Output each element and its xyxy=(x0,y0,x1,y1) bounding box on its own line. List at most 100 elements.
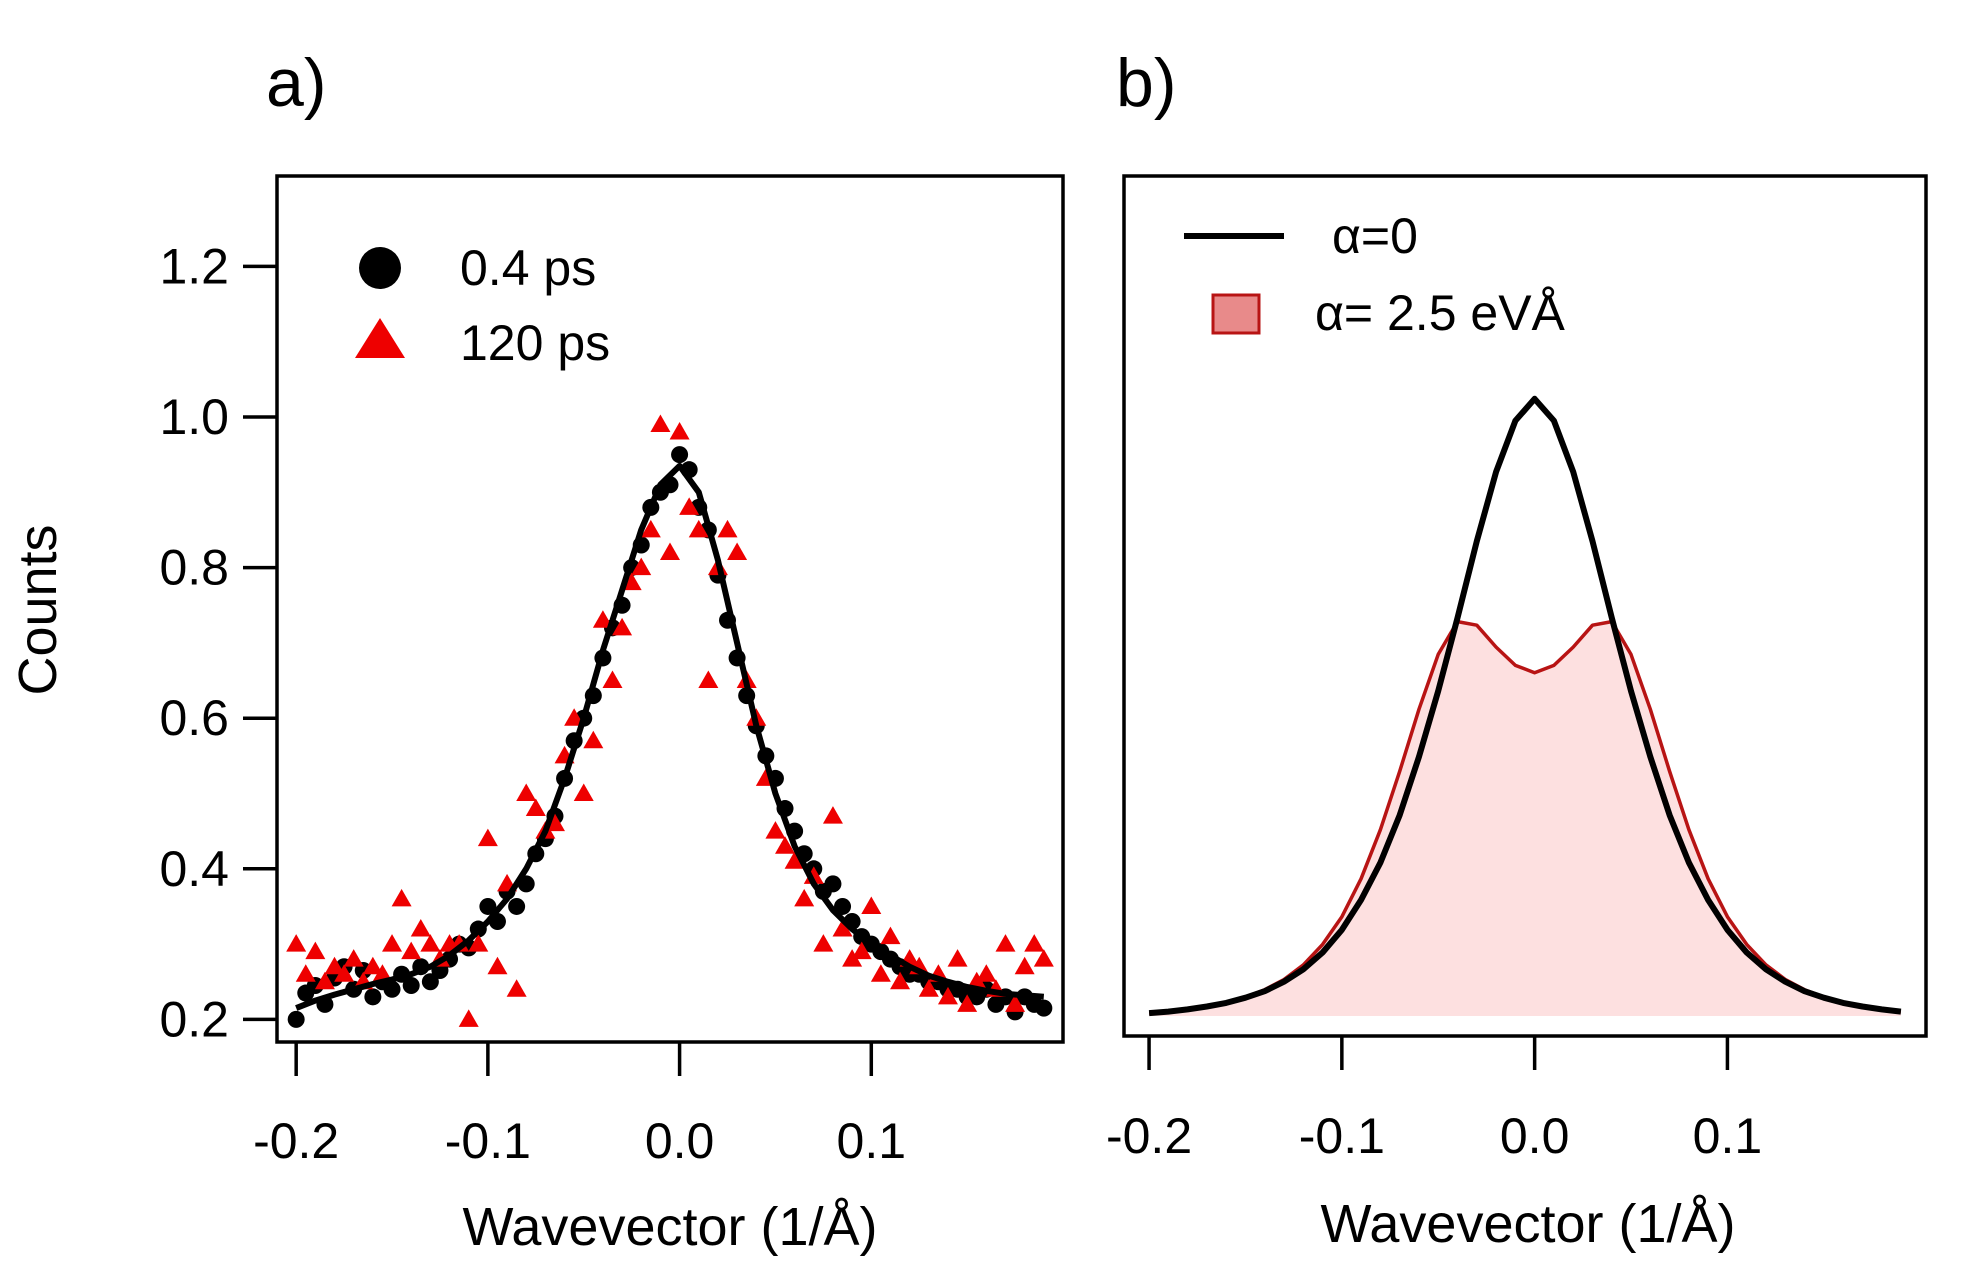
legend-label-120ps: 120 ps xyxy=(460,315,610,371)
data-point-120ps xyxy=(487,956,508,975)
x-tick-label: -0.2 xyxy=(253,1113,339,1169)
panel-b-frame xyxy=(1122,174,1928,1038)
y-tick-label: 0.4 xyxy=(159,841,229,897)
data-point-120ps xyxy=(602,670,623,689)
data-point-0-4ps xyxy=(671,446,689,464)
data-point-120ps xyxy=(842,949,863,967)
panel-b-xlabel: Wavevector (1/Å) xyxy=(1320,1194,1735,1254)
data-point-0-4ps xyxy=(824,875,842,893)
data-point-0-4ps xyxy=(421,973,439,991)
data-point-0-4ps xyxy=(479,897,497,915)
data-point-120ps xyxy=(995,934,1016,952)
data-point-120ps xyxy=(420,934,441,952)
data-point-120ps xyxy=(1024,934,1045,952)
data-point-120ps xyxy=(698,670,719,689)
legend-triangle-marker xyxy=(355,318,405,358)
data-point-120ps xyxy=(832,919,853,937)
data-point-120ps xyxy=(870,964,891,982)
panel-b: b) -0.2 -0.1 0.0 0.1 Wavevector (1/Å) α=0 α… xyxy=(1106,45,1928,1254)
data-point-120ps xyxy=(688,519,709,538)
data-point-120ps xyxy=(458,1009,479,1027)
panel-a-frame xyxy=(275,174,1065,1044)
data-point-120ps xyxy=(937,986,958,1005)
panel-b-legend: α=0 α= 2.5 eVÅ xyxy=(1184,208,1566,341)
x-tick-label: 0.0 xyxy=(1500,1108,1570,1164)
area-alpha25 xyxy=(1149,621,1901,1016)
line-alpha0 xyxy=(1148,395,1902,1017)
y-tick-label: 0.6 xyxy=(159,690,229,746)
data-point-120ps xyxy=(794,888,815,907)
data-point-120ps xyxy=(362,956,383,975)
panel-a-ylabel: Counts xyxy=(8,524,68,695)
data-point-120ps xyxy=(947,949,968,967)
legend-label-0-4ps: 0.4 ps xyxy=(460,240,596,296)
x-tick-label: 0.1 xyxy=(837,1113,907,1169)
x-tick-label: -0.2 xyxy=(1106,1108,1192,1164)
data-point-120ps xyxy=(679,497,700,515)
panel-a: a) 0.2 0.4 0.6 0.8 1.0 1.2 -0.2 -0.1 0.0 0.1 Coun… xyxy=(8,45,1065,1257)
data-point-120ps xyxy=(775,836,796,854)
data-point-120ps xyxy=(573,783,594,801)
data-point-120ps xyxy=(813,934,834,952)
panel-b-axes: -0.2 -0.1 0.0 0.1 xyxy=(1106,1036,1762,1164)
data-point-120ps xyxy=(410,919,431,937)
data-point-120ps xyxy=(1033,949,1054,967)
data-point-120ps xyxy=(516,783,537,801)
data-point-120ps xyxy=(621,572,642,591)
panel-a-axes: 0.2 0.4 0.6 0.8 1.0 1.2 -0.2 -0.1 0.0 0.1 xyxy=(159,238,906,1169)
legend-label-alpha0: α=0 xyxy=(1332,208,1418,264)
data-point-120ps xyxy=(784,851,805,869)
data-point-120ps xyxy=(669,422,690,440)
data-point-0-4ps xyxy=(1035,999,1053,1017)
data-point-0-4ps xyxy=(287,1010,305,1028)
data-point-120ps xyxy=(391,888,412,907)
data-point-120ps xyxy=(822,806,843,824)
data-point-120ps xyxy=(401,941,422,960)
panel-b-label: b) xyxy=(1116,45,1176,121)
data-point-120ps xyxy=(334,964,355,982)
x-tick-label: 0.0 xyxy=(645,1113,715,1169)
data-point-120ps xyxy=(314,971,335,990)
data-point-120ps xyxy=(468,934,489,952)
y-tick-label: 1.2 xyxy=(159,238,229,294)
data-point-120ps xyxy=(612,617,633,636)
data-point-120ps xyxy=(631,557,652,576)
data-point-120ps xyxy=(525,798,546,817)
y-tick-label: 1.0 xyxy=(159,389,229,445)
data-point-0-4ps xyxy=(834,897,852,915)
data-point-120ps xyxy=(660,542,680,561)
data-point-120ps xyxy=(506,979,527,997)
data-point-120ps xyxy=(295,964,316,982)
panel-a-legend: 0.4 ps 120 ps xyxy=(355,240,610,371)
data-point-120ps xyxy=(583,730,604,749)
data-point-120ps xyxy=(592,610,613,628)
y-tick-label: 0.2 xyxy=(159,991,229,1047)
data-point-120ps xyxy=(1014,956,1035,975)
data-point-120ps xyxy=(305,941,326,960)
data-point-120ps xyxy=(918,979,939,997)
data-point-120ps xyxy=(880,926,901,945)
data-point-120ps xyxy=(717,519,738,538)
data-point-0-4ps xyxy=(364,988,382,1006)
legend-label-alpha25: α= 2.5 eVÅ xyxy=(1315,285,1566,341)
data-point-120ps xyxy=(382,934,403,952)
panel-a-label: a) xyxy=(266,45,326,121)
data-point-120ps xyxy=(372,964,393,982)
data-point-120ps xyxy=(727,542,748,561)
data-point-120ps xyxy=(851,941,872,960)
data-point-120ps xyxy=(286,934,307,952)
data-point-120ps xyxy=(890,971,911,990)
data-point-0-4ps xyxy=(383,980,401,998)
fit-curve xyxy=(295,462,1045,1011)
y-tick-label: 0.8 xyxy=(159,540,229,596)
data-point-0-4ps xyxy=(508,897,526,915)
panel-b-plot-area xyxy=(1148,395,1902,1017)
data-point-120ps xyxy=(861,896,882,914)
data-point-120ps xyxy=(765,821,786,839)
x-tick-label: 0.1 xyxy=(1693,1108,1763,1164)
x-tick-label: -0.1 xyxy=(445,1113,531,1169)
data-point-120ps xyxy=(343,949,364,967)
data-point-120ps xyxy=(976,964,997,982)
data-point-120ps xyxy=(957,994,978,1012)
